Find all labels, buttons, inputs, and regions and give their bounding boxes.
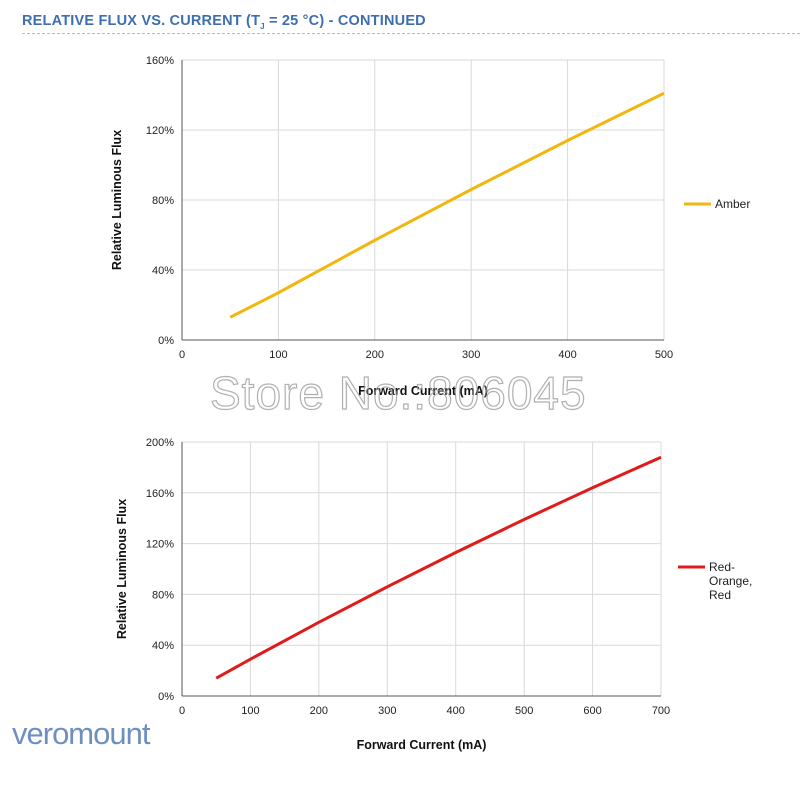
y-tick-label: 160%	[146, 55, 174, 67]
y-axis-title: Relative Luminous Flux	[110, 130, 124, 270]
x-tick-label: 200	[310, 705, 328, 717]
x-tick-label: 100	[269, 349, 287, 361]
title-prefix: RELATIVE FLUX VS. CURRENT (T	[22, 13, 261, 29]
header-divider	[22, 33, 800, 34]
legend-label-line: Orange,	[709, 574, 752, 588]
y-tick-label: 160%	[146, 488, 174, 500]
y-tick-label: 80%	[152, 589, 174, 601]
x-tick-label: 0	[179, 705, 185, 717]
series-line	[229, 91, 665, 319]
legend-label-line: Red	[709, 588, 731, 602]
legend-label-line: Red-	[709, 560, 735, 574]
y-tick-label: 120%	[146, 125, 174, 137]
x-tick-label: 700	[652, 705, 670, 717]
veromount-logo: veromount	[12, 716, 150, 751]
amber-flux-chart: 0 100 200 300 400 500 0% 40% 80% 120% 160% Forward …	[110, 55, 750, 398]
y-tick-label: 0%	[158, 691, 174, 703]
legend-label-line: Amber	[715, 197, 750, 211]
y-axis-title: Relative Luminous Flux	[115, 499, 129, 639]
x-tick-label: 0	[179, 349, 185, 361]
x-axis-title: Forward Current (mA)	[358, 384, 488, 398]
red-flux-chart: 0 100 200 300 400 500 600 700 0% 40% 80% 120% 160% 20…	[115, 437, 752, 752]
series-line	[215, 455, 662, 680]
y-tick-label: 40%	[152, 265, 174, 277]
x-tick-label: 500	[515, 705, 533, 717]
x-tick-label: 600	[583, 705, 601, 717]
y-tick-label: 80%	[152, 195, 174, 207]
y-tick-label: 120%	[146, 539, 174, 551]
x-axis-title: Forward Current (mA)	[357, 738, 487, 752]
x-tick-label: 300	[378, 705, 396, 717]
y-tick-label: 40%	[152, 640, 174, 652]
title-suffix: = 25 °C) - CONTINUED	[264, 13, 426, 29]
title-subscript: J	[260, 21, 265, 31]
legend-label: Amber	[715, 197, 750, 211]
x-tick-label: 400	[558, 349, 576, 361]
page-title: RELATIVE FLUX VS. CURRENT (TJ = 25 °C) -…	[22, 13, 800, 31]
x-tick-label: 100	[241, 705, 259, 717]
legend-label: Red-Orange, Red	[709, 560, 752, 602]
store-watermark: Store No.:806045	[209, 366, 587, 419]
y-tick-label: 0%	[158, 335, 174, 347]
x-tick-label: 200	[366, 349, 384, 361]
x-tick-label: 400	[447, 705, 465, 717]
y-tick-label: 200%	[146, 437, 174, 449]
x-tick-label: 300	[462, 349, 480, 361]
x-tick-label: 500	[655, 349, 673, 361]
